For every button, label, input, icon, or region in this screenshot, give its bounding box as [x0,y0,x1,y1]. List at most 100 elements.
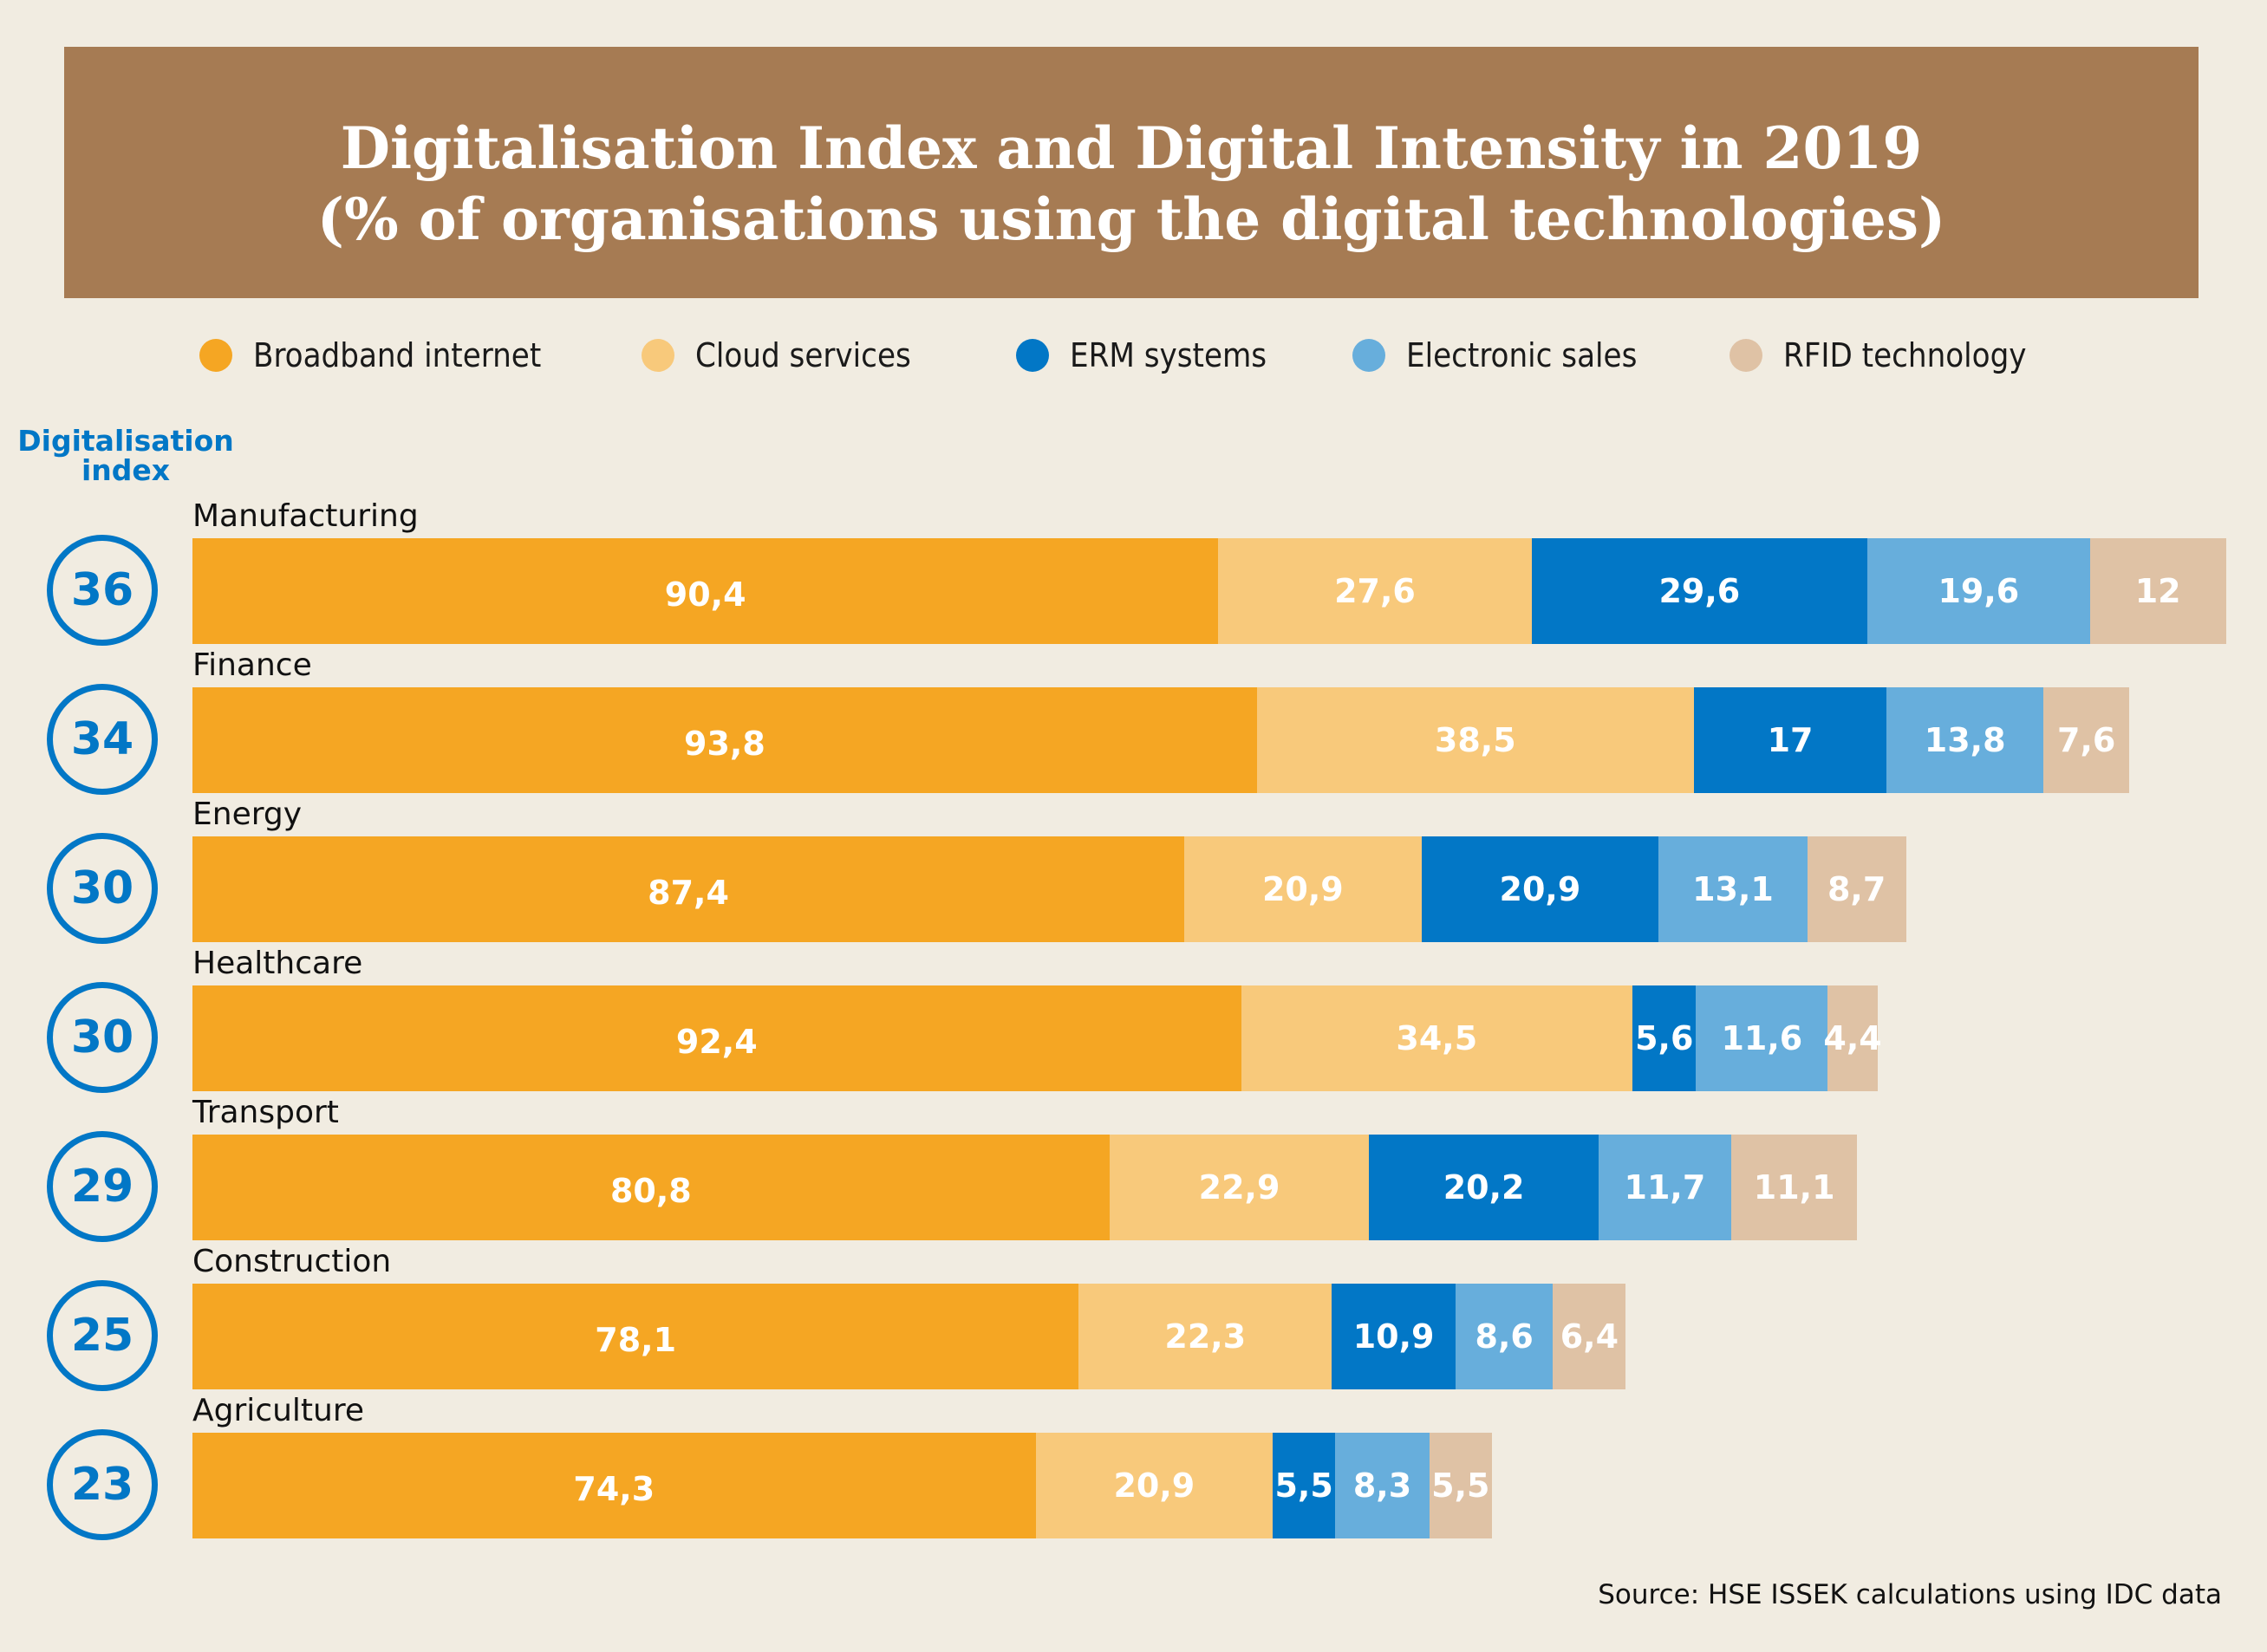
chart-subtitle: (% of organisations using the digital te… [316,185,1946,253]
bar-segment: 5,5 [1273,1433,1336,1538]
bar-segment: 19,6 [1867,538,2090,644]
data-label: 17 [1767,721,1814,759]
bar-segment: 20,9 [1035,1433,1274,1538]
bar-segment: 78,1 [192,1284,1079,1389]
bar-segment: 92,4 [192,985,1241,1091]
bar-segment: 12 [2089,538,2226,644]
sector-label: Construction [192,1244,392,1279]
sector-label: Energy [192,797,303,832]
legend: Broadband internet Cloud services ERM syst… [0,329,2267,381]
data-label: 78,1 [595,1321,677,1359]
bar-segment: 80,8 [192,1135,1110,1240]
legend-swatch-icon [1016,339,1049,372]
bar-segment: 13,1 [1658,836,1808,942]
index-header-line2: index [81,453,171,487]
bar-segment: 20,2 [1369,1135,1599,1240]
data-label: 20,2 [1443,1168,1525,1206]
bar-segment: 7,6 [2042,687,2130,793]
bar-segment: 8,3 [1335,1433,1430,1538]
bar-segment: 38,5 [1256,687,1694,793]
bar-segment: 34,5 [1241,985,1633,1091]
data-label: 5,6 [1635,1019,1694,1057]
source-note: Source: HSE ISSEK calculations using IDC… [1598,1579,2222,1610]
data-label: 93,8 [684,725,765,763]
digitalisation-index-badge: 29 [47,1131,158,1242]
bar-segment: 6,4 [1553,1284,1626,1389]
data-label: 19,6 [1938,572,2020,610]
sector-label: Finance [192,647,312,683]
data-label: 13,1 [1692,870,1774,908]
title-banner: Digitalisation Index and Digital Intensi… [64,47,2199,298]
bar-segment: 93,8 [192,687,1257,793]
bar-segment: 20,9 [1421,836,1659,942]
data-label: 27,6 [1334,572,1416,610]
bar-segment: 22,3 [1078,1284,1332,1389]
legend-item: Electronic sales [1352,329,1637,381]
data-label: 13,8 [1924,721,2006,759]
bar-segment: 4,4 [1823,985,1882,1091]
digitalisation-index-header: Digitalisation index [17,426,234,485]
data-label: 38,5 [1434,721,1516,759]
data-label: 22,3 [1164,1317,1247,1356]
legend-swatch-icon [642,339,674,372]
data-label: 8,7 [1827,870,1886,908]
bar-segment: 74,3 [192,1433,1036,1538]
data-label: 5,5 [1431,1467,1490,1505]
legend-label: RFID technology [1783,336,2027,374]
digitalisation-index-badge: 36 [47,535,158,646]
bar-segment: 27,6 [1218,538,1532,644]
legend-swatch-icon [1730,339,1762,372]
bar-segment: 5,5 [1429,1433,1492,1538]
digitalisation-index-badge: 30 [47,982,158,1093]
bar-segment: 29,6 [1531,538,1868,644]
data-label: 4,4 [1823,1019,1882,1057]
data-label: 7,6 [2057,721,2116,759]
data-label: 20,9 [1499,870,1581,908]
bar-segment: 11,7 [1598,1135,1731,1240]
legend-swatch-icon [199,339,232,372]
bar-segment: 11,6 [1696,985,1828,1091]
bar-segment: 87,4 [192,836,1185,942]
legend-item: RFID technology [1730,329,2027,381]
sector-label: Healthcare [192,946,363,981]
data-label: 5,5 [1274,1467,1333,1505]
data-label: 34,5 [1396,1019,1478,1057]
data-label: 74,3 [573,1470,655,1508]
digitalisation-index-badge: 30 [47,833,158,944]
legend-swatch-icon [1352,339,1385,372]
legend-label: ERM systems [1070,336,1267,374]
bar-segment: 17 [1693,687,1887,793]
bar-segment: 22,9 [1109,1135,1370,1240]
bar-segment: 8,6 [1455,1284,1554,1389]
data-label: 10,9 [1352,1317,1435,1356]
bar-segment: 11,1 [1731,1135,1858,1240]
data-label: 20,9 [1113,1467,1195,1505]
bar-segment: 20,9 [1184,836,1422,942]
data-label: 29,6 [1658,572,1741,610]
bar-segment: 10,9 [1332,1284,1456,1389]
chart-title: Digitalisation Index and Digital Intensi… [340,114,1923,182]
data-label: 87,4 [648,874,729,912]
bar-segment: 13,8 [1886,687,2043,793]
digitalisation-index-badge: 25 [47,1280,158,1391]
data-label: 20,9 [1261,870,1344,908]
digitalisation-index-badge: 23 [47,1429,158,1540]
data-label: 92,4 [675,1023,758,1061]
data-label: 8,3 [1352,1467,1412,1505]
data-label: 12 [2134,572,2181,610]
bar-segment: 8,7 [1807,836,1906,942]
data-label: 11,7 [1624,1168,1706,1206]
data-label: 22,9 [1198,1168,1280,1206]
sector-label: Agriculture [192,1393,364,1428]
data-label: 11,6 [1721,1019,1803,1057]
digitalisation-index-badge: 34 [47,684,158,795]
data-label: 8,6 [1475,1317,1534,1356]
bar-segment: 90,4 [192,538,1219,644]
legend-item: ERM systems [1016,329,1267,381]
data-label: 90,4 [664,576,746,614]
data-label: 80,8 [609,1172,692,1210]
legend-item: Broadband internet [199,329,541,381]
legend-label: Broadband internet [253,336,542,374]
sector-label: Transport [192,1095,339,1130]
legend-item: Cloud services [642,329,911,381]
